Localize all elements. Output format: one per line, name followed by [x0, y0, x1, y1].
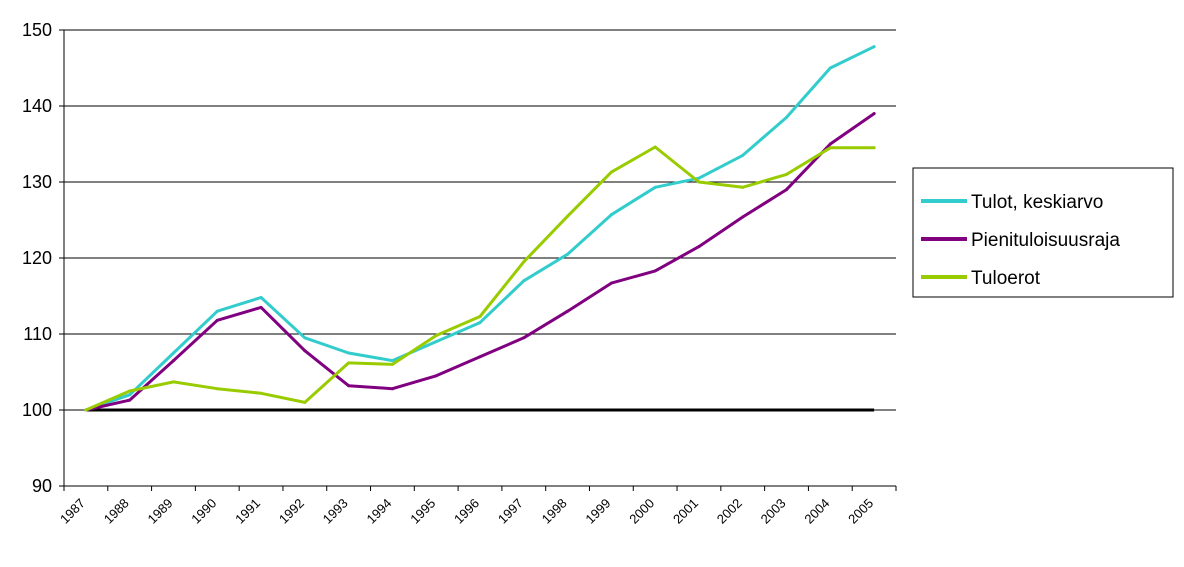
data-point — [741, 215, 745, 219]
legend-label-0: Tulot, keskiarvo — [971, 192, 1103, 213]
data-point — [390, 387, 394, 391]
data-point — [259, 305, 263, 309]
data-point — [566, 214, 570, 218]
x-tick-label-1987: 1987 — [57, 496, 88, 527]
x-tick-label-1993: 1993 — [320, 496, 351, 527]
series-line-1 — [84, 112, 876, 412]
data-point — [128, 398, 132, 402]
data-point — [434, 334, 438, 338]
x-tick-label-2001: 2001 — [670, 496, 701, 527]
y-tick-label-90: 90 — [32, 476, 52, 496]
data-point — [741, 185, 745, 189]
data-point — [303, 400, 307, 404]
data-point — [259, 391, 263, 395]
data-point — [478, 315, 482, 319]
x-tick-label-1991: 1991 — [232, 496, 263, 527]
series-line-2 — [84, 145, 876, 412]
data-point — [697, 245, 701, 249]
data-point — [697, 176, 701, 180]
y-tick-labels: 90 100 110 120 130 140 150 — [22, 20, 64, 496]
data-point — [522, 260, 526, 264]
x-tick-label-1988: 1988 — [101, 496, 132, 527]
data-point — [390, 359, 394, 363]
data-point — [566, 309, 570, 313]
x-tick-label-1990: 1990 — [188, 496, 219, 527]
data-point — [215, 387, 219, 391]
data-point — [478, 321, 482, 325]
data-point — [828, 146, 832, 150]
data-point — [84, 408, 88, 412]
x-tick-labels: 1987 1988 1989 1990 1991 1992 1993 1994 1995 1996… — [57, 486, 897, 527]
data-point — [434, 374, 438, 378]
y-tick-label-100: 100 — [22, 400, 52, 420]
data-point — [434, 340, 438, 344]
y-tick-label-110: 110 — [23, 324, 52, 344]
x-tick-label-1994: 1994 — [363, 496, 394, 527]
x-tick-label-1999: 1999 — [582, 496, 613, 527]
data-point — [785, 115, 789, 119]
data-point — [828, 66, 832, 70]
data-point — [566, 252, 570, 256]
x-tick-label-2005: 2005 — [845, 496, 876, 527]
data-point — [171, 359, 175, 363]
data-point — [347, 351, 351, 355]
x-tick-label-1998: 1998 — [539, 496, 570, 527]
data-point — [609, 170, 613, 174]
data-point — [259, 296, 263, 300]
data-point — [872, 45, 876, 49]
data-point — [828, 142, 832, 146]
data-point — [171, 351, 175, 355]
data-point — [609, 213, 613, 217]
x-tick-label-2004: 2004 — [801, 496, 832, 527]
data-point — [347, 384, 351, 388]
x-tick-label-1992: 1992 — [276, 496, 307, 527]
data-point — [785, 188, 789, 192]
x-tick-label-2002: 2002 — [714, 496, 745, 527]
x-tick-label-2003: 2003 — [758, 496, 789, 527]
y-tick-label-120: 120 — [22, 248, 52, 268]
data-point — [785, 172, 789, 176]
data-point — [478, 355, 482, 359]
data-point — [872, 112, 876, 116]
data-point — [128, 389, 132, 393]
y-tick-label-140: 140 — [22, 96, 52, 116]
data-point — [697, 180, 701, 184]
data-point — [653, 269, 657, 273]
data-point — [741, 153, 745, 157]
data-point — [390, 362, 394, 366]
legend-label-2: Tuloerot — [971, 268, 1041, 289]
data-point — [522, 279, 526, 283]
data-point — [872, 146, 876, 150]
series-layer — [84, 45, 876, 412]
x-tick-label-2000: 2000 — [626, 496, 657, 527]
x-tick-label-1996: 1996 — [451, 496, 482, 527]
data-point — [522, 336, 526, 340]
x-tick-label-1997: 1997 — [495, 496, 526, 527]
legend: Tulot, keskiarvo Pienituloisuusraja Tuloer… — [912, 167, 1174, 298]
data-point — [303, 349, 307, 353]
data-point — [303, 336, 307, 340]
gridlines — [64, 29, 896, 411]
data-point — [653, 145, 657, 149]
data-point — [347, 361, 351, 365]
legend-label-1: Pienituloisuusraja — [971, 230, 1120, 251]
data-point — [128, 393, 132, 397]
y-tick-label-150: 150 — [22, 20, 52, 40]
data-point — [215, 318, 219, 322]
data-point — [653, 185, 657, 189]
data-point — [215, 309, 219, 313]
data-point — [171, 380, 175, 384]
x-tick-label-1989: 1989 — [145, 496, 176, 527]
y-tick-label-130: 130 — [22, 172, 52, 192]
data-point — [609, 281, 613, 285]
x-tick-label-1995: 1995 — [407, 496, 438, 527]
